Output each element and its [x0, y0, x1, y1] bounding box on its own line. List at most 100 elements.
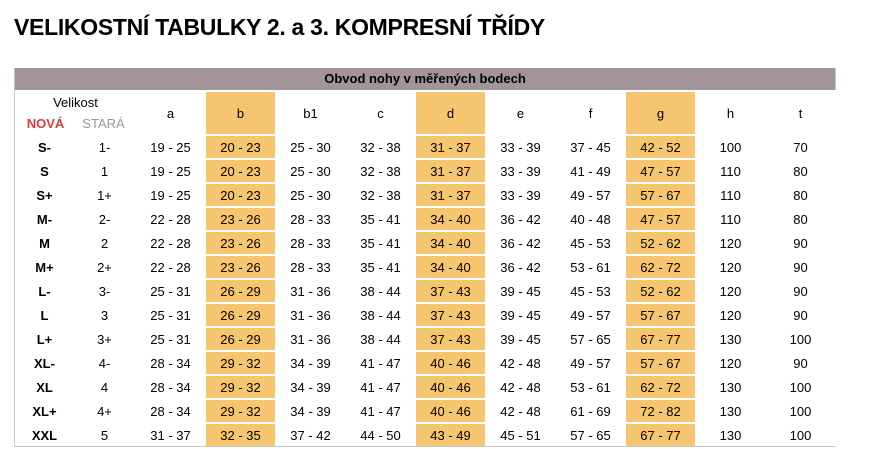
column-header-d: d	[415, 90, 486, 135]
value-cell-e: 39 - 45	[485, 326, 556, 351]
column-header-b1: b1	[275, 90, 346, 135]
value-cell-c: 44 - 50	[345, 422, 416, 446]
new-size-cell: XL+	[15, 398, 74, 423]
value-cell-b: 23 - 26	[205, 206, 276, 231]
value-cell-b: 23 - 26	[205, 254, 276, 279]
value-cell-c: 32 - 38	[345, 182, 416, 207]
column-header-c: c	[345, 90, 416, 135]
value-cell-b1: 28 - 33	[275, 230, 346, 255]
value-cell-b1: 34 - 39	[275, 398, 346, 423]
value-cell-g: 57 - 67	[625, 302, 696, 327]
value-cell-d: 31 - 37	[415, 182, 486, 207]
value-cell-a: 22 - 28	[135, 230, 206, 255]
page-title: VELIKOSTNÍ TABULKY 2. a 3. KOMPRESNÍ TŘÍ…	[14, 14, 545, 40]
value-cell-e: 42 - 48	[485, 350, 556, 375]
old-size-cell: 2	[73, 230, 136, 255]
value-cell-c: 35 - 41	[345, 254, 416, 279]
size-table: Obvod nohy v měřených bodech Velikost NO…	[14, 68, 836, 447]
value-cell-e: 39 - 45	[485, 302, 556, 327]
new-size-cell: XL-	[15, 350, 74, 375]
value-cell-f: 37 - 45	[555, 134, 626, 159]
table-row: M- 2- 22 - 28 23 - 26 28 - 33 35 - 41 34 - 40 3…	[15, 206, 836, 231]
column-header-a: a	[135, 90, 206, 135]
value-cell-h: 130	[695, 422, 766, 446]
value-cell-f: 49 - 57	[555, 182, 626, 207]
value-cell-t: 100	[765, 398, 836, 423]
value-cell-f: 40 - 48	[555, 206, 626, 231]
value-cell-e: 36 - 42	[485, 254, 556, 279]
old-size-cell: 2+	[73, 254, 136, 279]
value-cell-f: 57 - 65	[555, 422, 626, 446]
value-cell-a: 25 - 31	[135, 278, 206, 303]
value-cell-c: 38 - 44	[345, 302, 416, 327]
table-row: S+ 1+ 19 - 25 20 - 23 25 - 30 32 - 38 31 - 37 3…	[15, 182, 836, 207]
value-cell-d: 43 - 49	[415, 422, 486, 446]
value-cell-c: 38 - 44	[345, 326, 416, 351]
new-size-cell: S	[15, 158, 74, 183]
value-cell-e: 39 - 45	[485, 278, 556, 303]
value-cell-c: 32 - 38	[345, 158, 416, 183]
value-cell-t: 100	[765, 374, 836, 399]
value-cell-b1: 31 - 36	[275, 326, 346, 351]
value-cell-t: 80	[765, 182, 836, 207]
value-cell-t: 90	[765, 254, 836, 279]
value-cell-a: 22 - 28	[135, 254, 206, 279]
table-row: XL- 4- 28 - 34 29 - 32 34 - 39 41 - 47 40 - 46…	[15, 350, 836, 375]
value-cell-a: 19 - 25	[135, 182, 206, 207]
value-cell-f: 45 - 53	[555, 278, 626, 303]
value-cell-e: 36 - 42	[485, 206, 556, 231]
value-cell-t: 100	[765, 326, 836, 351]
value-cell-c: 41 - 47	[345, 374, 416, 399]
value-cell-b: 26 - 29	[205, 326, 276, 351]
table-row: L- 3- 25 - 31 26 - 29 31 - 36 38 - 44 37 - 43 3…	[15, 278, 836, 303]
value-cell-g: 62 - 72	[625, 374, 696, 399]
value-cell-b1: 31 - 36	[275, 302, 346, 327]
value-cell-h: 130	[695, 398, 766, 423]
value-cell-b1: 25 - 30	[275, 158, 346, 183]
value-cell-e: 36 - 42	[485, 230, 556, 255]
value-cell-e: 45 - 51	[485, 422, 556, 446]
value-cell-b: 23 - 26	[205, 230, 276, 255]
column-header-e: e	[485, 90, 556, 135]
value-cell-f: 61 - 69	[555, 398, 626, 423]
old-size-cell: 4	[73, 374, 136, 399]
new-size-cell: M	[15, 230, 74, 255]
value-cell-b: 20 - 23	[205, 158, 276, 183]
value-cell-d: 40 - 46	[415, 398, 486, 423]
old-size-cell: 1+	[73, 182, 136, 207]
value-cell-d: 34 - 40	[415, 206, 486, 231]
value-cell-g: 67 - 77	[625, 326, 696, 351]
value-cell-f: 53 - 61	[555, 374, 626, 399]
old-size-label: STARÁ	[82, 116, 125, 131]
value-cell-b1: 25 - 30	[275, 134, 346, 159]
value-cell-b: 20 - 23	[205, 182, 276, 207]
value-cell-c: 32 - 38	[345, 134, 416, 159]
value-cell-b1: 34 - 39	[275, 374, 346, 399]
value-cell-g: 72 - 82	[625, 398, 696, 423]
column-header-f: f	[555, 90, 626, 135]
value-cell-h: 110	[695, 158, 766, 183]
value-cell-d: 40 - 46	[415, 374, 486, 399]
value-cell-f: 45 - 53	[555, 230, 626, 255]
value-cell-g: 52 - 62	[625, 230, 696, 255]
table-row: XL+ 4+ 28 - 34 29 - 32 34 - 39 41 - 47 40 - 46…	[15, 398, 836, 423]
value-cell-e: 33 - 39	[485, 158, 556, 183]
new-size-cell: M-	[15, 206, 74, 231]
value-cell-g: 42 - 52	[625, 134, 696, 159]
value-cell-t: 90	[765, 230, 836, 255]
column-header-t: t	[765, 90, 836, 135]
value-cell-e: 33 - 39	[485, 134, 556, 159]
table-row: S- 1- 19 - 25 20 - 23 25 - 30 32 - 38 31 - 37 3…	[15, 134, 836, 159]
value-cell-t: 90	[765, 278, 836, 303]
table-row: L 3 25 - 31 26 - 29 31 - 36 38 - 44 37 - 43 39 …	[15, 302, 836, 327]
value-cell-f: 57 - 65	[555, 326, 626, 351]
value-cell-d: 34 - 40	[415, 230, 486, 255]
value-cell-b: 29 - 32	[205, 374, 276, 399]
value-cell-e: 42 - 48	[485, 398, 556, 423]
old-size-cell: 2-	[73, 206, 136, 231]
value-cell-d: 37 - 43	[415, 326, 486, 351]
value-cell-g: 47 - 57	[625, 206, 696, 231]
value-cell-a: 19 - 25	[135, 134, 206, 159]
value-cell-t: 80	[765, 158, 836, 183]
value-cell-h: 130	[695, 326, 766, 351]
